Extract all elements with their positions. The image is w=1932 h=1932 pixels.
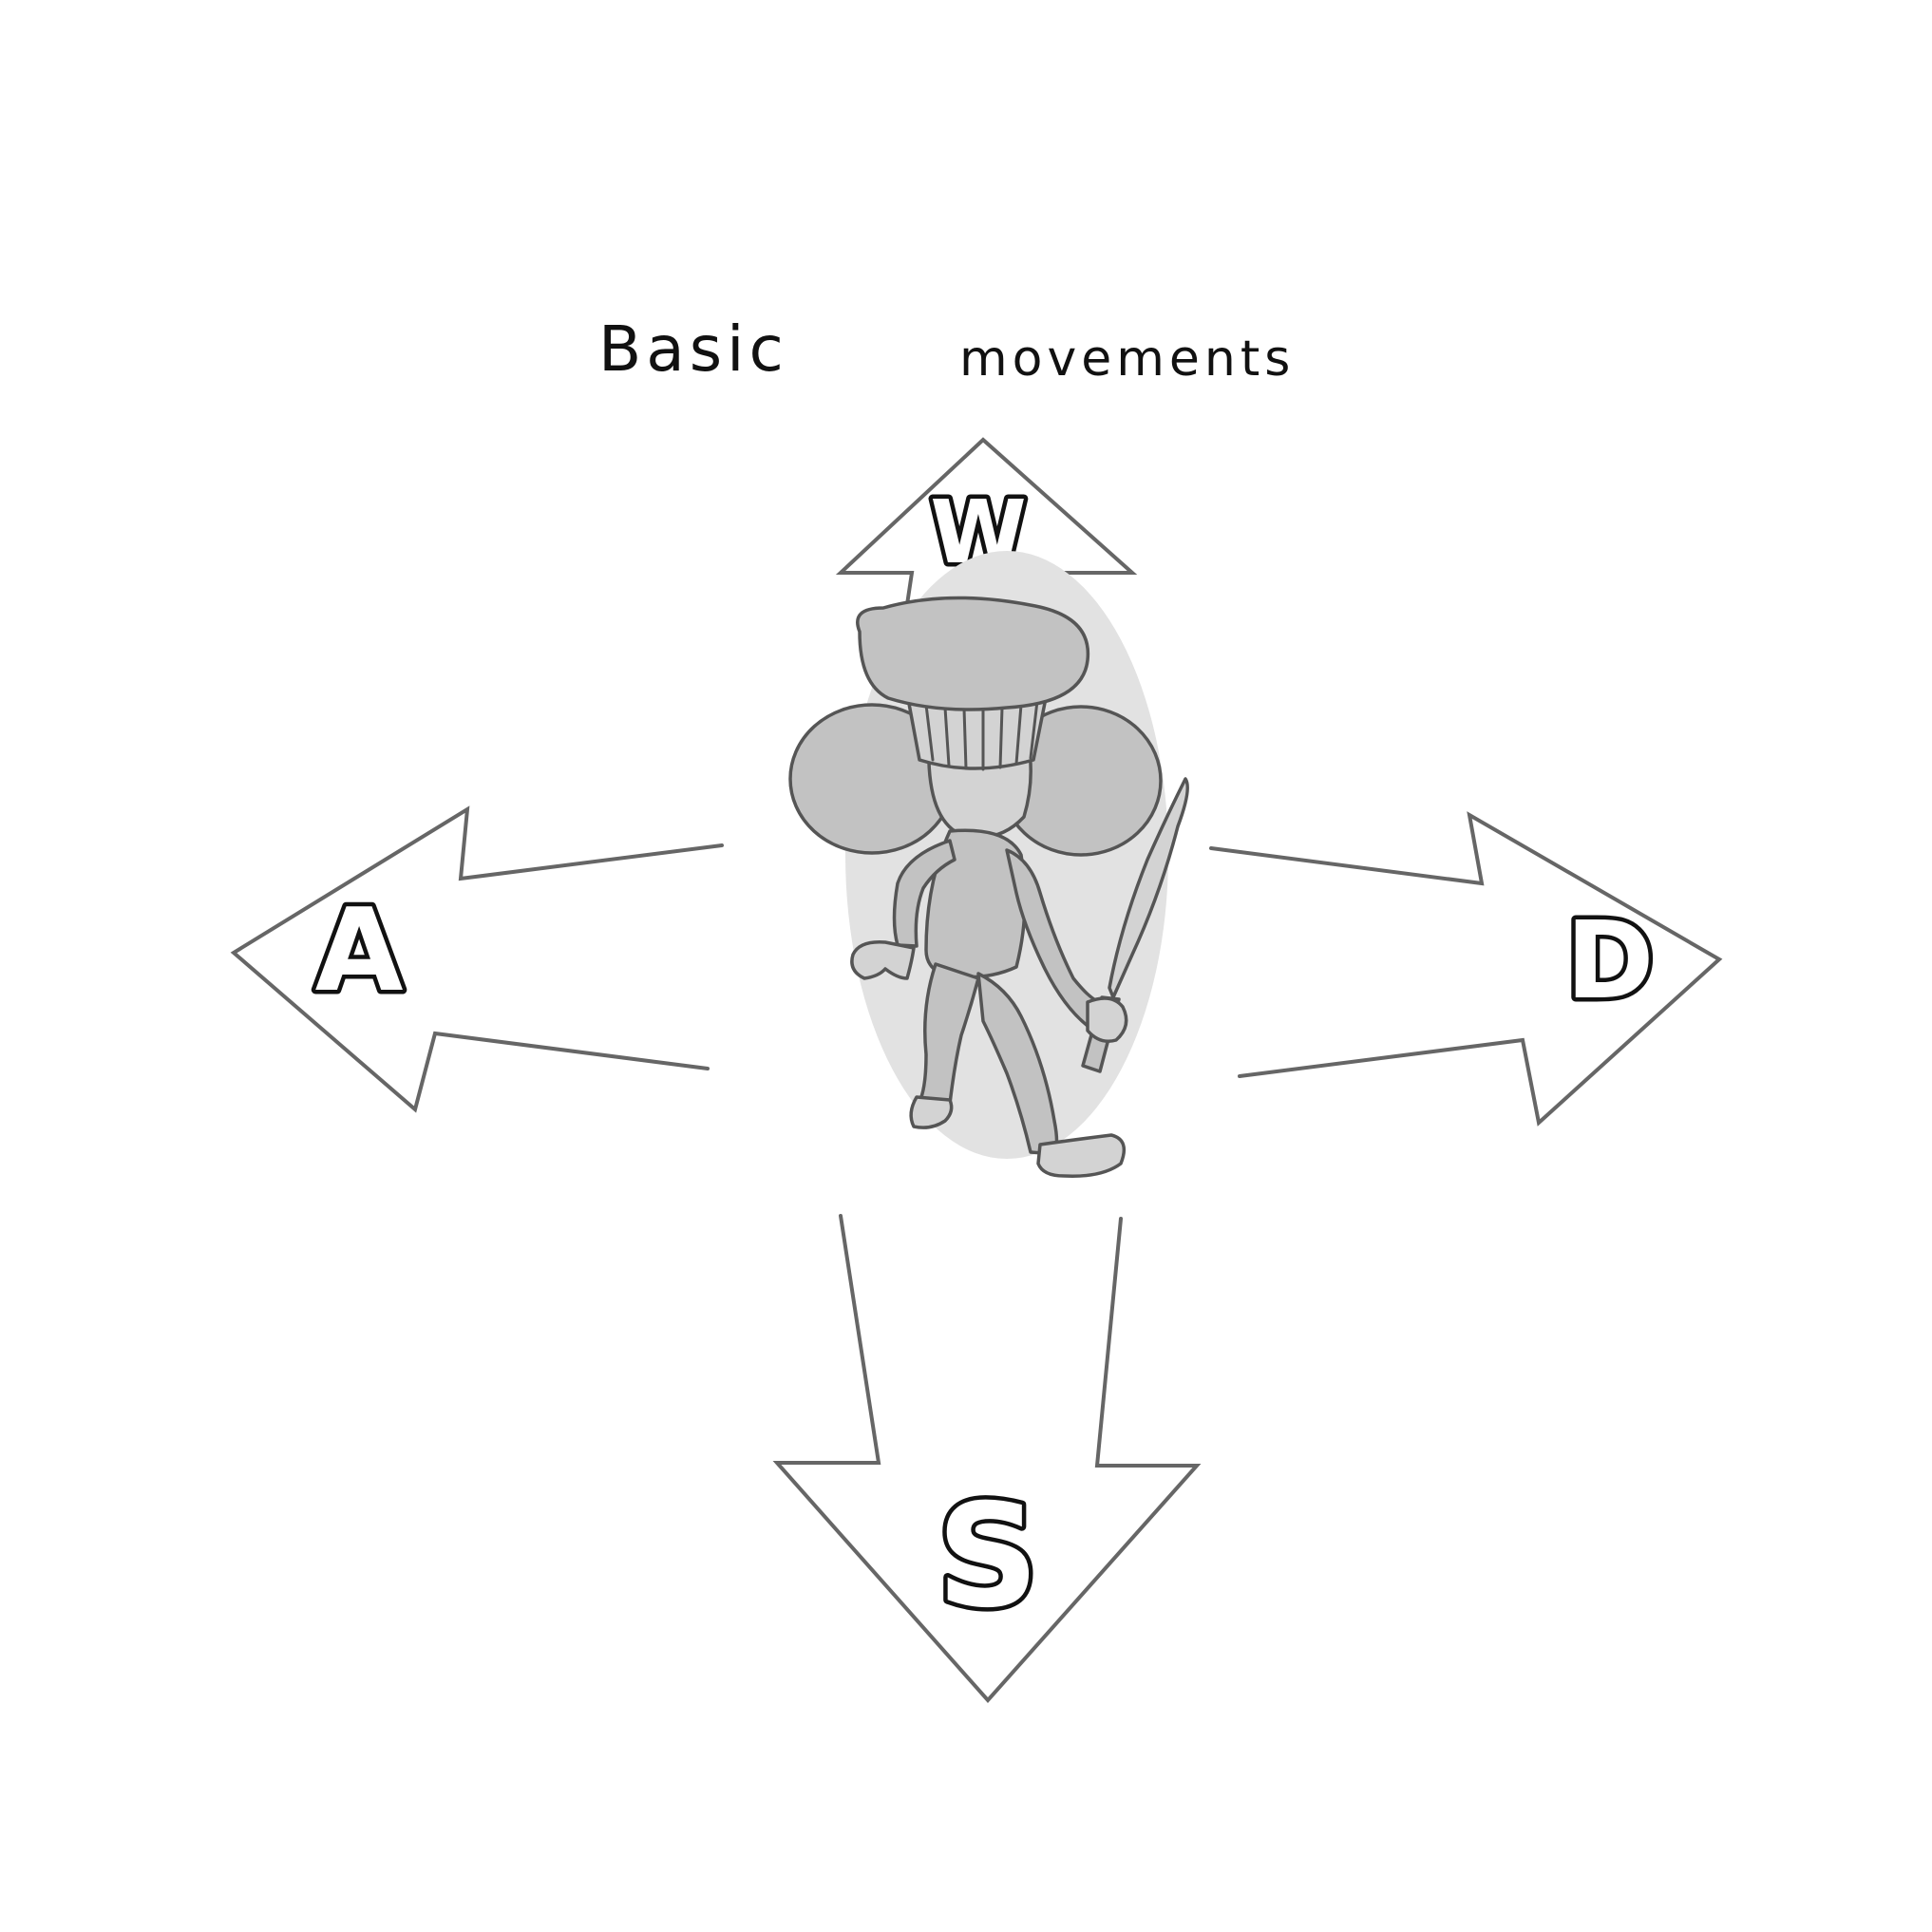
arrow-down-icon [772,1214,1202,1704]
arrow-left-a: A [230,805,724,1113]
diagram-title: Basic movements [598,313,1295,388]
arrow-right-icon [1209,811,1723,1127]
left-hand [850,940,916,980]
arrow-right-d: D [1209,811,1723,1127]
key-label-a: A [315,885,404,1017]
right-hand [1086,996,1128,1043]
left-foot [909,1095,954,1129]
knife-blade [1108,777,1189,999]
key-label-s: S [937,1474,1039,1639]
torso [924,828,1027,979]
chef-hat-pleats [924,699,1039,771]
title-word-movements: movements [959,331,1295,388]
chef-hat-top [856,596,1090,711]
right-foot [1036,1133,1127,1178]
arrow-down-s: S [772,1214,1202,1704]
title-word-basic: Basic [598,313,788,386]
chef-mouse-character-icon [788,551,1189,1178]
key-label-d: D [1566,900,1655,1023]
chef-hat-band [905,691,1049,770]
arrow-left-icon [230,805,724,1113]
